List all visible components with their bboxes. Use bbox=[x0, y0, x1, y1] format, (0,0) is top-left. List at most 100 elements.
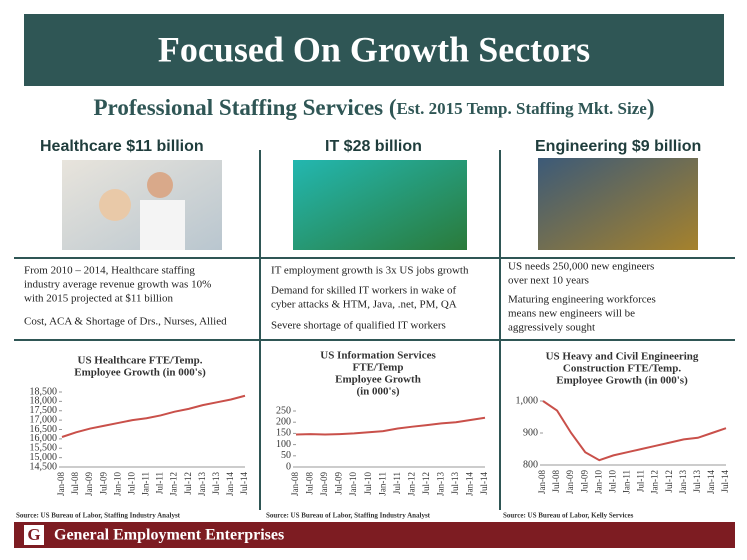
x-tick-label: Jul-10 bbox=[363, 472, 373, 495]
bullet-text: means new engineers will be bbox=[508, 308, 635, 320]
company-name: General Employment Enterprises bbox=[54, 527, 284, 544]
x-tick-label: Jan-10 bbox=[112, 472, 122, 496]
chart-title: FTE/Temp bbox=[353, 362, 404, 374]
x-tick-label: Jan-13 bbox=[678, 470, 688, 494]
subtitle-note: Est. 2015 Temp. Staffing Mkt. Size bbox=[397, 99, 648, 118]
column-heading: Healthcare $11 billion bbox=[40, 138, 204, 155]
x-tick-label: Jul-11 bbox=[636, 470, 646, 492]
x-tick-label: Jan-12 bbox=[169, 472, 179, 496]
y-tick-label: 16,500 bbox=[30, 424, 58, 435]
x-tick-label: Jan-09 bbox=[565, 470, 575, 494]
x-tick-label: Jan-14 bbox=[225, 472, 235, 496]
chart-source: Source: US Bureau of Labor, Kelly Servic… bbox=[503, 512, 634, 520]
bullet-text: with 2015 projected at $11 billion bbox=[24, 293, 173, 305]
x-tick-label: Jan-09 bbox=[84, 472, 94, 496]
logo-box bbox=[24, 525, 44, 545]
x-tick-label: Jul-09 bbox=[334, 472, 344, 495]
chart-title: Employee Growth bbox=[335, 374, 421, 386]
bullet-text: Demand for skilled IT workers in wake of bbox=[271, 285, 457, 297]
chart-title: US Healthcare FTE/Temp. bbox=[78, 355, 203, 367]
x-tick-label: Jul-12 bbox=[421, 472, 431, 495]
x-tick-label: Jan-14 bbox=[465, 472, 475, 496]
x-tick-label: Jan-08 bbox=[537, 470, 547, 494]
chart-title: US Heavy and Civil Engineering bbox=[546, 351, 699, 363]
chart-source: Source: US Bureau of Labor, Staffing Ind… bbox=[16, 512, 181, 520]
bullet-text: Severe shortage of qualified IT workers bbox=[271, 320, 446, 332]
y-tick-label: 50 bbox=[281, 450, 291, 461]
x-tick-label: Jul-08 bbox=[70, 472, 80, 495]
bullet-text: Cost, ACA & Shortage of Drs., Nurses, Al… bbox=[24, 316, 227, 328]
x-tick-label: Jan-11 bbox=[141, 472, 151, 496]
bullet-text: industry average revenue growth was 10% bbox=[24, 279, 211, 291]
bullet-text: over next 10 years bbox=[508, 275, 589, 287]
y-tick-label: 17,000 bbox=[30, 414, 58, 425]
x-tick-label: Jul-09 bbox=[579, 470, 589, 493]
x-tick-label: Jan-10 bbox=[593, 470, 603, 494]
data-line bbox=[295, 416, 486, 436]
y-tick-label: 250 bbox=[276, 405, 291, 416]
y-tick-label: 150 bbox=[276, 428, 291, 439]
x-tick-label: Jul-13 bbox=[211, 472, 221, 495]
chart-source: Source: US Bureau of Labor, Staffing Ind… bbox=[266, 512, 431, 520]
chart-title: US Information Services bbox=[320, 350, 436, 362]
chart-title: Employee Growth (in 000's) bbox=[74, 367, 206, 379]
bullet-text: IT employment growth is 3x US jobs growt… bbox=[271, 265, 469, 277]
x-tick-label: Jul-10 bbox=[126, 472, 136, 495]
x-tick-label: Jan-14 bbox=[706, 470, 716, 494]
bullet-text: aggressively sought bbox=[508, 322, 595, 334]
y-tick-label: 17,500 bbox=[30, 405, 58, 416]
y-tick-label: 14,500 bbox=[30, 461, 58, 472]
y-tick-label: 16,000 bbox=[30, 433, 58, 444]
x-tick-label: Jan-12 bbox=[406, 472, 416, 496]
subtitle-close: ) bbox=[647, 95, 655, 120]
chart-title: Employee Growth (in 000's) bbox=[556, 375, 688, 387]
x-tick-label: Jul-08 bbox=[305, 472, 315, 495]
y-tick-label: 15,500 bbox=[30, 443, 58, 454]
x-tick-label: Jul-14 bbox=[720, 470, 730, 493]
photo-detail bbox=[140, 200, 185, 250]
x-tick-label: Jul-08 bbox=[551, 470, 561, 493]
bullet-text: cyber attacks & HTM, Java, .net, PM, QA bbox=[271, 299, 457, 311]
footer-bar bbox=[14, 522, 735, 548]
x-tick-label: Jan-10 bbox=[348, 472, 358, 496]
x-tick-label: Jul-14 bbox=[239, 472, 249, 495]
y-tick-label: 0 bbox=[286, 461, 291, 472]
x-tick-label: Jan-08 bbox=[290, 472, 300, 496]
chart-title: (in 000's) bbox=[356, 386, 399, 398]
x-tick-label: Jan-09 bbox=[319, 472, 329, 496]
x-tick-label: Jul-12 bbox=[664, 470, 674, 493]
subtitle-main: Professional Staffing Services ( bbox=[94, 95, 397, 120]
x-tick-label: Jul-14 bbox=[479, 472, 489, 495]
data-line bbox=[61, 394, 246, 438]
photo-detail bbox=[147, 172, 173, 198]
x-tick-label: Jul-11 bbox=[155, 472, 165, 494]
x-tick-label: Jul-09 bbox=[98, 472, 108, 495]
x-tick-label: Jul-13 bbox=[450, 472, 460, 495]
column-heading: Engineering $9 billion bbox=[535, 138, 701, 155]
y-tick-label: 200 bbox=[276, 416, 291, 427]
x-tick-label: Jul-12 bbox=[183, 472, 193, 495]
y-tick-label: 1,000 bbox=[516, 395, 539, 406]
header-bar bbox=[24, 14, 724, 86]
x-tick-label: Jan-13 bbox=[197, 472, 207, 496]
logo: G bbox=[27, 525, 40, 544]
x-tick-label: Jul-11 bbox=[392, 472, 402, 494]
y-tick-label: 15,000 bbox=[30, 452, 58, 463]
subtitle: Professional Staffing Services (Est. 201… bbox=[94, 95, 655, 120]
it-photo bbox=[293, 160, 467, 250]
y-tick-label: 800 bbox=[523, 459, 538, 470]
engineering-photo bbox=[538, 158, 698, 250]
bullet-text: US needs 250,000 new engineers bbox=[508, 261, 654, 273]
x-tick-label: Jan-13 bbox=[435, 472, 445, 496]
bullet-text: From 2010 – 2014, Healthcare staffing bbox=[24, 265, 195, 277]
x-tick-label: Jan-11 bbox=[622, 470, 632, 494]
y-tick-label: 18,000 bbox=[30, 396, 58, 407]
y-tick-label: 100 bbox=[276, 439, 291, 450]
y-tick-label: 900 bbox=[523, 427, 538, 438]
photo-detail bbox=[99, 189, 131, 221]
column-heading: IT $28 billion bbox=[325, 138, 422, 155]
bullet-text: Maturing engineering workforces bbox=[508, 294, 656, 306]
data-line bbox=[542, 400, 727, 462]
x-tick-label: Jan-08 bbox=[56, 472, 66, 496]
